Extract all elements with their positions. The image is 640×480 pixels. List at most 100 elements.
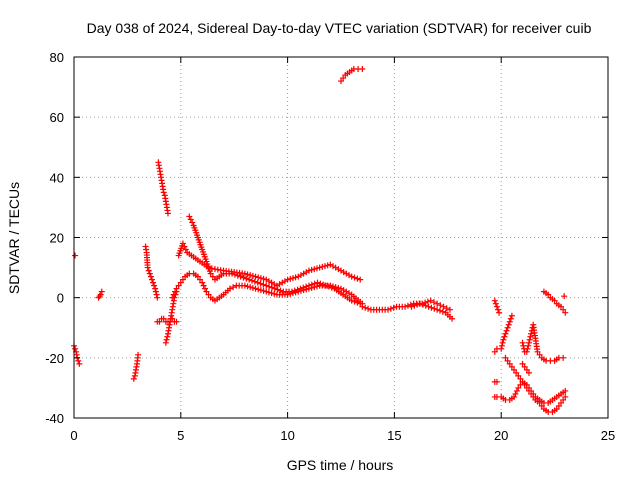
data-point xyxy=(237,273,244,280)
series-arc-s xyxy=(502,354,569,415)
data-point xyxy=(387,305,394,312)
series-arc-v xyxy=(519,360,532,376)
data-point xyxy=(164,210,171,217)
series-arc-a xyxy=(71,342,83,367)
data-point xyxy=(335,284,342,291)
data-point xyxy=(197,276,204,283)
data-point xyxy=(205,291,212,298)
data-point xyxy=(170,291,177,298)
data-point xyxy=(144,264,151,271)
series-arc-u xyxy=(519,321,567,364)
data-point xyxy=(511,366,518,373)
data-point xyxy=(321,263,328,270)
data-point xyxy=(148,276,155,283)
data-point xyxy=(523,348,530,355)
data-point xyxy=(562,393,569,400)
series-arc-a2 xyxy=(72,252,79,259)
data-point xyxy=(160,315,167,322)
data-point xyxy=(449,315,456,322)
data-point xyxy=(526,336,533,343)
data-point xyxy=(289,290,296,297)
data-point xyxy=(536,399,543,406)
data-point xyxy=(230,284,237,291)
data-point xyxy=(160,189,167,196)
data-point xyxy=(209,273,216,280)
data-point xyxy=(561,293,568,300)
data-point xyxy=(431,305,438,312)
data-point xyxy=(417,300,424,307)
data-point xyxy=(500,336,507,343)
grid-layer xyxy=(74,57,608,418)
data-point xyxy=(319,263,326,270)
data-point xyxy=(300,287,307,294)
data-point xyxy=(515,372,522,379)
data-point xyxy=(177,279,184,286)
data-point xyxy=(313,265,320,272)
data-point xyxy=(502,330,509,337)
data-point xyxy=(521,363,528,370)
data-point xyxy=(357,276,364,283)
data-point xyxy=(560,354,567,361)
data-point xyxy=(402,303,409,310)
data-point xyxy=(257,280,264,287)
data-point xyxy=(260,287,267,294)
data-point xyxy=(255,286,262,293)
data-point xyxy=(513,387,520,394)
x-tick-label: 15 xyxy=(387,428,401,443)
series-arc-t xyxy=(498,312,515,352)
data-point xyxy=(519,360,526,367)
data-point xyxy=(525,339,532,346)
y-tick-label: 80 xyxy=(50,50,64,65)
data-point xyxy=(246,276,253,283)
x-tick-label: 5 xyxy=(177,428,184,443)
series-arc-r xyxy=(498,378,569,406)
data-point xyxy=(414,301,421,308)
data-point xyxy=(152,285,159,292)
data-point xyxy=(295,288,302,295)
data-point xyxy=(560,306,567,313)
data-point xyxy=(538,402,545,409)
data-point xyxy=(404,302,411,309)
data-point xyxy=(284,291,291,298)
data-point xyxy=(98,288,105,295)
data-point xyxy=(419,301,426,308)
data-point xyxy=(491,297,498,304)
series-arc-d xyxy=(142,243,161,301)
data-point xyxy=(553,405,560,412)
data-point xyxy=(75,357,82,364)
data-point xyxy=(340,75,347,82)
data-point xyxy=(558,303,565,310)
y-tick-label: 40 xyxy=(50,170,64,185)
data-point xyxy=(440,303,447,310)
x-tick-label: 25 xyxy=(601,428,615,443)
data-point xyxy=(523,366,530,373)
data-point xyxy=(324,262,331,269)
data-point xyxy=(496,309,503,316)
data-point xyxy=(181,243,188,250)
tick-labels-layer: 0 5 10 15 20 25 -40 -20 0 20 40 60 80 xyxy=(45,50,615,443)
data-point xyxy=(263,288,270,295)
data-point xyxy=(562,387,569,394)
data-point xyxy=(348,297,355,304)
data-point xyxy=(175,282,182,289)
data-point xyxy=(226,285,233,292)
data-point xyxy=(508,363,515,370)
data-point xyxy=(502,354,509,361)
y-axis-label: SDTVAR / TECUs xyxy=(6,182,22,294)
data-point xyxy=(265,289,272,296)
chart-title: Day 038 of 2024, Sidereal Day-to-day VTE… xyxy=(87,20,592,36)
data-point xyxy=(182,246,189,253)
data-point xyxy=(189,219,196,226)
data-point xyxy=(164,333,171,340)
data-point xyxy=(130,375,137,382)
y-tick-label: -20 xyxy=(45,351,64,366)
data-point xyxy=(517,375,524,382)
data-point xyxy=(263,282,270,289)
series-arc-p xyxy=(491,378,500,385)
data-point xyxy=(229,270,236,277)
data-point xyxy=(555,402,562,409)
data-point xyxy=(289,275,296,282)
x-axis-label: GPS time / hours xyxy=(287,457,394,473)
data-point xyxy=(351,298,358,305)
data-point xyxy=(308,284,315,291)
